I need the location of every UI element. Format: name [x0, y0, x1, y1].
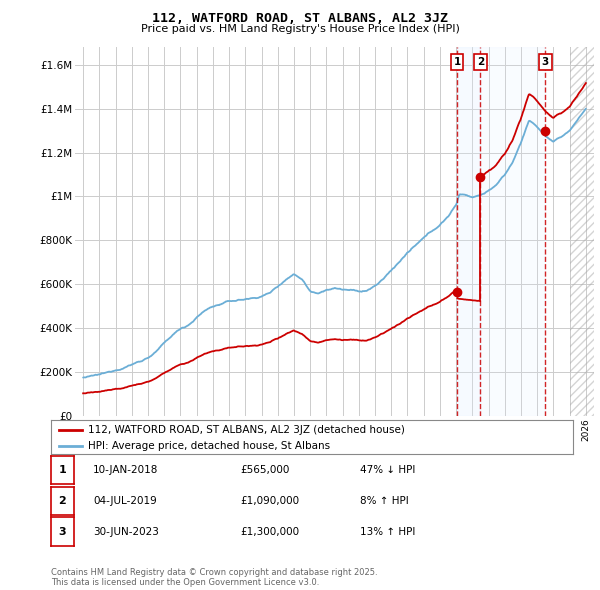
Text: 8% ↑ HPI: 8% ↑ HPI — [360, 496, 409, 506]
Text: 112, WATFORD ROAD, ST ALBANS, AL2 3JZ: 112, WATFORD ROAD, ST ALBANS, AL2 3JZ — [152, 12, 448, 25]
Text: 1: 1 — [454, 57, 461, 67]
Bar — [481, 47, 545, 416]
Text: 2: 2 — [59, 496, 66, 506]
Text: Contains HM Land Registry data © Crown copyright and database right 2025.
This d: Contains HM Land Registry data © Crown c… — [51, 568, 377, 587]
Text: 13% ↑ HPI: 13% ↑ HPI — [360, 527, 415, 536]
Text: 30-JUN-2023: 30-JUN-2023 — [93, 527, 159, 536]
Text: £1,090,000: £1,090,000 — [240, 496, 299, 506]
Text: 3: 3 — [59, 527, 66, 536]
Text: 1: 1 — [59, 466, 66, 475]
Text: £1,300,000: £1,300,000 — [240, 527, 299, 536]
Bar — [569, 47, 594, 416]
Text: 10-JAN-2018: 10-JAN-2018 — [93, 466, 158, 475]
Bar — [457, 47, 481, 416]
Text: 04-JUL-2019: 04-JUL-2019 — [93, 496, 157, 506]
Bar — [569, 47, 594, 416]
Text: 47% ↓ HPI: 47% ↓ HPI — [360, 466, 415, 475]
Text: £565,000: £565,000 — [240, 466, 289, 475]
Text: 3: 3 — [542, 57, 549, 67]
Text: 2: 2 — [477, 57, 484, 67]
Text: Price paid vs. HM Land Registry's House Price Index (HPI): Price paid vs. HM Land Registry's House … — [140, 24, 460, 34]
Text: HPI: Average price, detached house, St Albans: HPI: Average price, detached house, St A… — [88, 441, 329, 451]
Text: 112, WATFORD ROAD, ST ALBANS, AL2 3JZ (detached house): 112, WATFORD ROAD, ST ALBANS, AL2 3JZ (d… — [88, 425, 404, 435]
